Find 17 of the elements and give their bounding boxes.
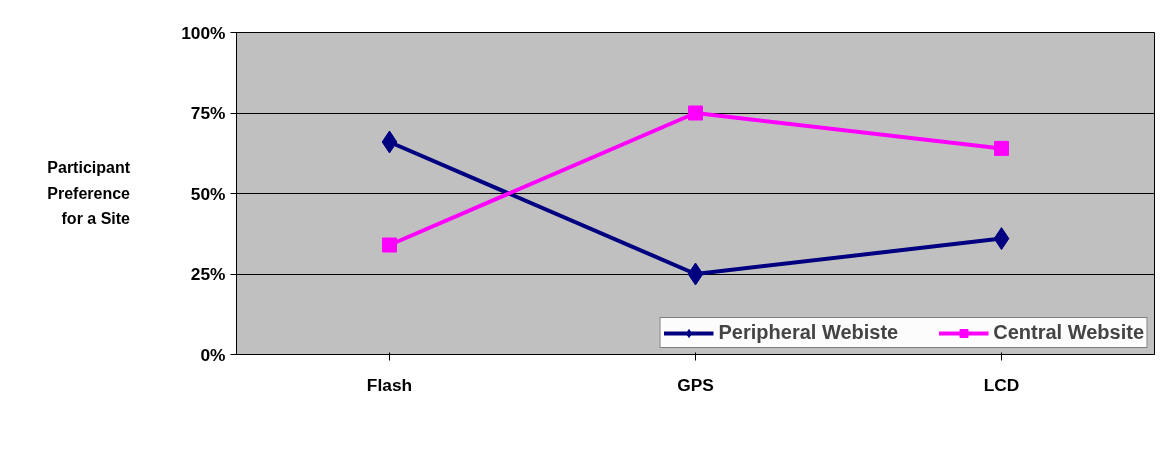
y-tick-label: 75% [190, 103, 226, 123]
y-tick-label: 50% [190, 183, 226, 204]
legend-label: Peripheral Webiste [718, 321, 899, 344]
x-tick-label: Flash [366, 374, 413, 395]
point [994, 140, 1009, 156]
y-tick-label: 25% [190, 264, 226, 284]
legend-label: Central Website [993, 321, 1144, 344]
x-tick-label: GPS [677, 374, 714, 395]
point [382, 237, 397, 253]
y-tick-label: 0% [200, 344, 226, 365]
point [993, 227, 1010, 251]
point [688, 105, 703, 121]
y-axis-title: Participant Preference for a Site [47, 158, 130, 230]
point [381, 130, 398, 154]
point [687, 262, 704, 286]
y-tick-label: 100% [181, 22, 226, 43]
x-tick-label: LCD [983, 374, 1020, 395]
